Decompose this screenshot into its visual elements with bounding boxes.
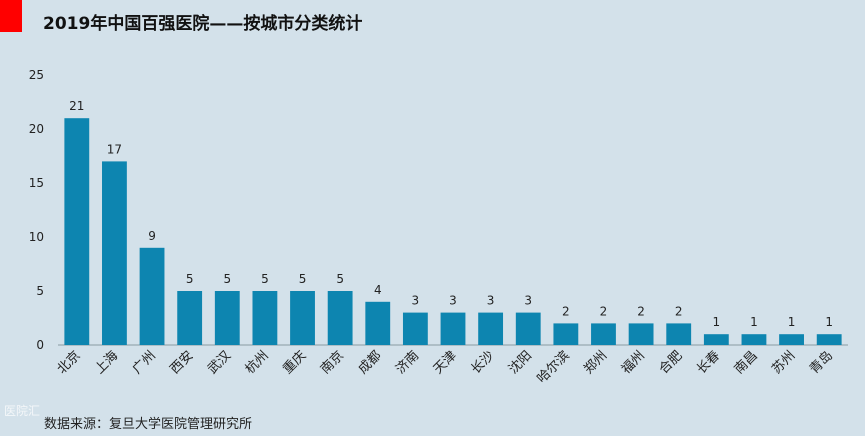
bar-value-label: 3 [449,294,457,308]
x-tick-label: 济南 [392,348,422,378]
bar-value-label: 5 [186,272,194,286]
bar [553,323,579,345]
x-tick-label: 南京 [317,348,347,378]
x-tick-label: 郑州 [581,348,610,377]
bar [290,291,315,345]
bar-value-label: 1 [750,315,758,329]
x-tick-label: 上海 [92,348,121,377]
x-tick-label: 成都 [356,348,385,377]
x-tick-label: 武汉 [205,348,234,377]
bar-value-label: 17 [107,142,122,156]
y-tick-label: 0 [36,338,44,352]
accent-red-block [0,0,22,32]
x-tick-label: 沈阳 [506,348,535,377]
bar [327,291,353,345]
bar-value-label: 5 [336,272,344,286]
bar-value-label: 3 [412,294,420,308]
bar [816,334,842,345]
bar-value-label: 3 [487,294,495,308]
bar [102,161,127,345]
bar-value-label: 4 [374,283,382,297]
bar-value-label: 5 [223,272,231,286]
bar-value-label: 2 [600,304,608,318]
y-tick-label: 10 [29,230,44,244]
bar-value-label: 21 [69,99,84,113]
bar [365,301,391,345]
watermark-text: 医院汇 [4,404,41,418]
bar [741,334,767,345]
x-tick-label: 苏州 [769,348,799,378]
bars-group [64,118,842,345]
y-tick-label: 20 [29,122,44,136]
x-tick-label: 福州 [619,348,648,377]
bar [440,312,466,345]
bar-value-label: 1 [713,315,721,329]
bar [64,118,90,345]
bar-value-label: 9 [148,229,156,243]
bar [779,334,804,345]
bar-value-label: 2 [675,304,683,318]
bar [252,291,278,345]
bar [139,247,165,345]
bar-value-label: 2 [637,304,645,318]
x-tick-label: 青岛 [806,348,836,378]
x-tick-label: 长沙 [468,348,497,377]
chart-title: 2019年中国百强医院——按城市分类统计 [43,14,363,34]
y-tick-label: 5 [36,284,44,298]
bar-value-label: 3 [524,294,532,308]
bar [214,291,240,345]
x-axis-tick-labels: 北京 上海 广州 西安 武汉 杭州 重庆 南京 成都 济南 天津 长沙 沈阳 哈尔滨 郑州 福州 合肥 长春 南昌苏… [55,348,836,387]
bar-value-label: 1 [788,315,796,329]
bar [478,312,504,345]
bar-value-label: 2 [562,304,570,318]
bar [628,323,654,345]
bar-value-label: 1 [825,315,833,329]
watermark-logo: 医院汇 [4,402,40,419]
bar-value-label: 5 [299,272,307,286]
x-tick-label: 重庆 [280,348,310,378]
x-tick-label: 长春 [694,348,723,377]
x-tick-label: 杭州 [243,348,272,377]
bar [591,323,616,345]
y-tick-label: 15 [29,176,44,190]
x-tick-label: 天津 [431,348,460,377]
x-tick-label: 广州 [130,348,159,377]
x-tick-label: 哈尔滨 [534,348,573,387]
x-tick-label: 西安 [167,348,196,377]
x-tick-label: 合肥 [657,348,686,377]
y-axis-ticks: 0 5 10 15 20 25 [29,68,44,352]
bar [515,312,541,345]
bar [177,291,203,345]
y-tick-label: 25 [29,68,44,82]
bar [666,323,692,345]
x-tick-label: 北京 [55,348,84,377]
bar [703,334,729,345]
bar [402,312,428,345]
source-note: 数据来源：复旦大学医院管理研究所 [44,417,253,432]
x-tick-label: 南昌 [731,348,761,378]
bar-value-label: 5 [261,272,269,286]
